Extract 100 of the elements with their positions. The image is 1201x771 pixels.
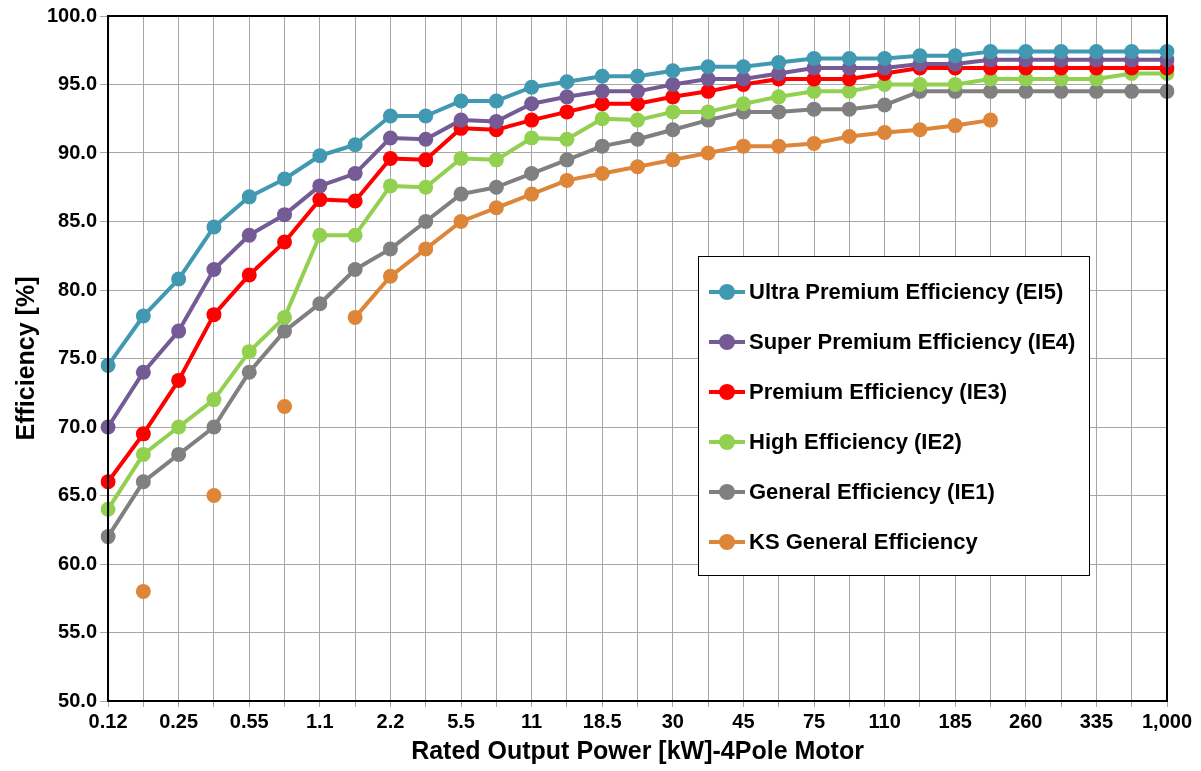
point (241, 267, 257, 283)
point (665, 122, 681, 138)
point (559, 152, 575, 168)
point (877, 97, 893, 113)
point (135, 446, 151, 462)
point (771, 138, 787, 154)
point (312, 227, 328, 243)
point (488, 179, 504, 195)
point (453, 214, 469, 229)
point (524, 130, 540, 146)
point (135, 583, 151, 599)
point (382, 241, 398, 257)
point (488, 152, 504, 168)
point (135, 426, 151, 442)
point (559, 74, 575, 90)
point (983, 44, 999, 60)
point (347, 193, 363, 209)
point (630, 68, 646, 84)
point (171, 446, 187, 462)
x-tick-label: 18.5 (582, 709, 622, 732)
point (877, 50, 893, 66)
point (630, 159, 646, 175)
point (418, 108, 434, 124)
y-tick-label: 65.0 (58, 483, 98, 506)
point (771, 104, 787, 120)
point (488, 200, 504, 216)
x-tick-label: 75 (802, 709, 826, 732)
point (594, 96, 610, 112)
point (488, 93, 504, 109)
point (665, 77, 681, 92)
x-axis-title: Rated Output Power [kW]-4Pole Motor (411, 735, 865, 764)
point (806, 135, 822, 151)
point (559, 89, 575, 105)
x-tick-label: 11 (521, 709, 543, 732)
x-tick-label: 30 (661, 709, 684, 732)
point (206, 392, 222, 408)
y-tick-label: 60.0 (58, 551, 98, 574)
point (1088, 44, 1104, 60)
point (347, 309, 363, 325)
point (453, 93, 469, 109)
point (347, 227, 363, 243)
point (382, 268, 398, 284)
y-tick-label: 95.0 (58, 72, 98, 95)
point (983, 112, 999, 128)
legend-label: High Efficiency (IE2) (749, 429, 962, 455)
point (594, 138, 610, 154)
point (453, 112, 469, 128)
y-tick-label: 55.0 (58, 620, 98, 643)
point (700, 59, 716, 75)
point (877, 124, 893, 140)
y-tick-label: 70.0 (58, 414, 98, 437)
point (418, 241, 434, 257)
y-tick-label: 85.0 (58, 209, 98, 232)
x-tick-label: 260 (1009, 709, 1043, 732)
point (771, 55, 787, 71)
x-tick-label: 5.5 (447, 709, 475, 732)
point (912, 122, 928, 138)
point (841, 83, 857, 99)
legend-label: General Efficiency (IE1) (749, 479, 995, 505)
point (312, 296, 328, 312)
x-tick-label: 335 (1079, 709, 1114, 732)
point (312, 178, 328, 194)
point (735, 138, 751, 154)
point (665, 63, 681, 79)
point (347, 137, 363, 153)
point (277, 309, 293, 325)
point (524, 112, 540, 128)
point (665, 104, 681, 120)
point (312, 148, 328, 164)
x-tick-label: 0.12 (88, 709, 128, 732)
point (241, 227, 257, 243)
point (630, 131, 646, 147)
point (700, 83, 716, 99)
legend-label: Ultra Premium Efficiency (EI5) (749, 279, 1064, 305)
point (735, 59, 751, 75)
point (382, 108, 398, 124)
point (171, 372, 187, 388)
point (135, 308, 151, 324)
point (171, 271, 187, 287)
point (135, 364, 151, 380)
point (806, 101, 822, 117)
point (418, 214, 434, 229)
point (1053, 83, 1069, 99)
point (912, 77, 928, 92)
x-tick-label: 1.1 (305, 709, 334, 732)
point (559, 172, 575, 188)
point (594, 83, 610, 99)
point (630, 83, 646, 99)
point (841, 129, 857, 145)
point (630, 96, 646, 112)
x-tick-label: 0.25 (159, 709, 199, 732)
x-tick-label: 1,000 (1141, 709, 1193, 732)
y-tick-label: 50.0 (58, 688, 98, 711)
point (277, 234, 293, 250)
point (771, 89, 787, 105)
point (135, 474, 151, 490)
point (347, 261, 363, 277)
point (912, 48, 928, 64)
point (594, 166, 610, 182)
point (806, 83, 822, 99)
